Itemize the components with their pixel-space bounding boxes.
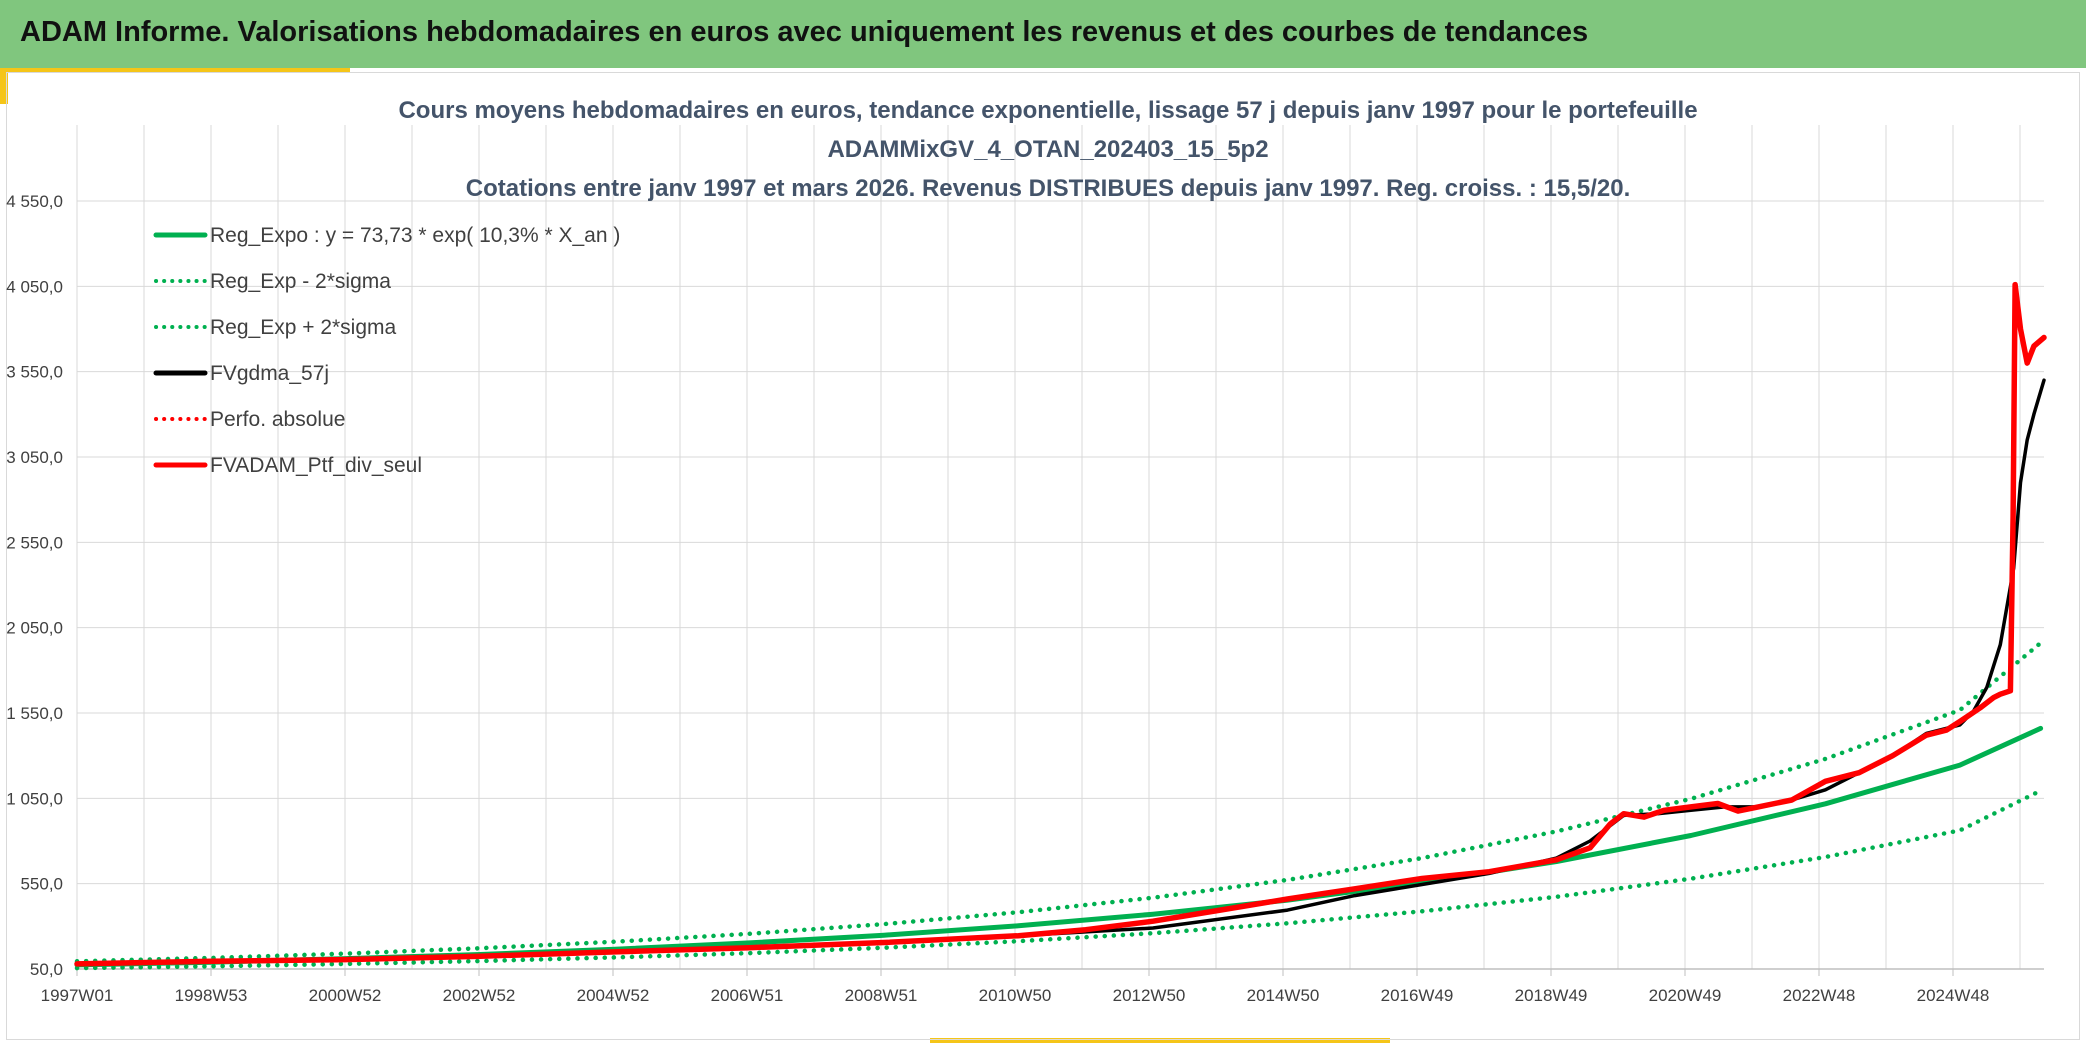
x-tick-label: 1997W01 [41, 986, 114, 1005]
x-tick-label: 1998W53 [175, 986, 248, 1005]
accent-bar-bottom [930, 1038, 1390, 1043]
y-tick-label: 3 050,0 [6, 448, 63, 467]
y-tick-label: 2 050,0 [6, 619, 63, 638]
x-tick-label: 2008W51 [845, 986, 918, 1005]
series-lines [74, 281, 2047, 971]
x-tick-label: 2022W48 [1783, 986, 1856, 1005]
chart-frame [6, 72, 2080, 1040]
axes: 50,0 550,0 1 050,0 1 550,0 2 050,0 2 550,0 3 0… [6, 192, 2044, 1005]
legend-label: FVgdma_57j [210, 362, 329, 385]
accent-bar-left [0, 68, 8, 104]
x-tick-label: 2002W52 [443, 986, 516, 1005]
x-tick-label: 2016W49 [1381, 986, 1454, 1005]
x-tick-label: 2014W50 [1247, 986, 1320, 1005]
y-tick-label: 1 050,0 [6, 789, 63, 808]
legend-label: Reg_Expo : y = 73,73 * exp( 10,3% * X_an… [210, 224, 620, 247]
y-tick-label: 3 550,0 [6, 363, 63, 382]
y-tick-label: 50,0 [30, 960, 63, 979]
x-tick-label: 2000W52 [309, 986, 382, 1005]
chart-title: Cours moyens hebdomadaires en euros, ten… [398, 97, 1697, 202]
legend-label: Reg_Exp + 2*sigma [210, 316, 397, 339]
legend-label: FVADAM_Ptf_div_seul [210, 454, 422, 477]
x-tick-label: 2010W50 [979, 986, 1052, 1005]
y-tick-label: 2 550,0 [6, 533, 63, 552]
x-tick-label: 2004W52 [577, 986, 650, 1005]
legend-label: Reg_Exp - 2*sigma [210, 270, 391, 293]
y-tick-label: 1 550,0 [6, 704, 63, 723]
legend: Reg_Expo : y = 73,73 * exp( 10,3% * X_an… [153, 224, 620, 477]
x-tick-label: 2024W48 [1917, 986, 1990, 1005]
x-tick-label: 2020W49 [1649, 986, 1722, 1005]
series-line-1 [74, 788, 2043, 971]
chart-title-line-3: Cotations entre janv 1997 et mars 2026. … [466, 175, 1631, 202]
x-tick-label: 2006W51 [711, 986, 784, 1005]
chart-title-line-2: ADAMMixGV_4_OTAN_202403_15_5p2 [827, 136, 1268, 163]
x-tick-label: 2012W50 [1113, 986, 1186, 1005]
page-title: ADAM Informe. Valorisations hebdomadaire… [20, 16, 1589, 48]
chart-title-line-1: Cours moyens hebdomadaires en euros, ten… [398, 97, 1697, 124]
y-tick-label: 4 550,0 [6, 192, 63, 211]
y-tick-label: 550,0 [20, 875, 63, 894]
accent-bar-top [0, 68, 350, 73]
y-tick-label: 4 050,0 [6, 277, 63, 296]
series-line-2 [74, 640, 2043, 964]
x-tick-label: 2018W49 [1515, 986, 1588, 1005]
gridlines [76, 125, 2044, 970]
legend-label: Perfo. absolue [210, 408, 345, 431]
series-line-5 [74, 281, 2047, 967]
header-banner: ADAM Informe. Valorisations hebdomadaire… [0, 0, 2086, 68]
